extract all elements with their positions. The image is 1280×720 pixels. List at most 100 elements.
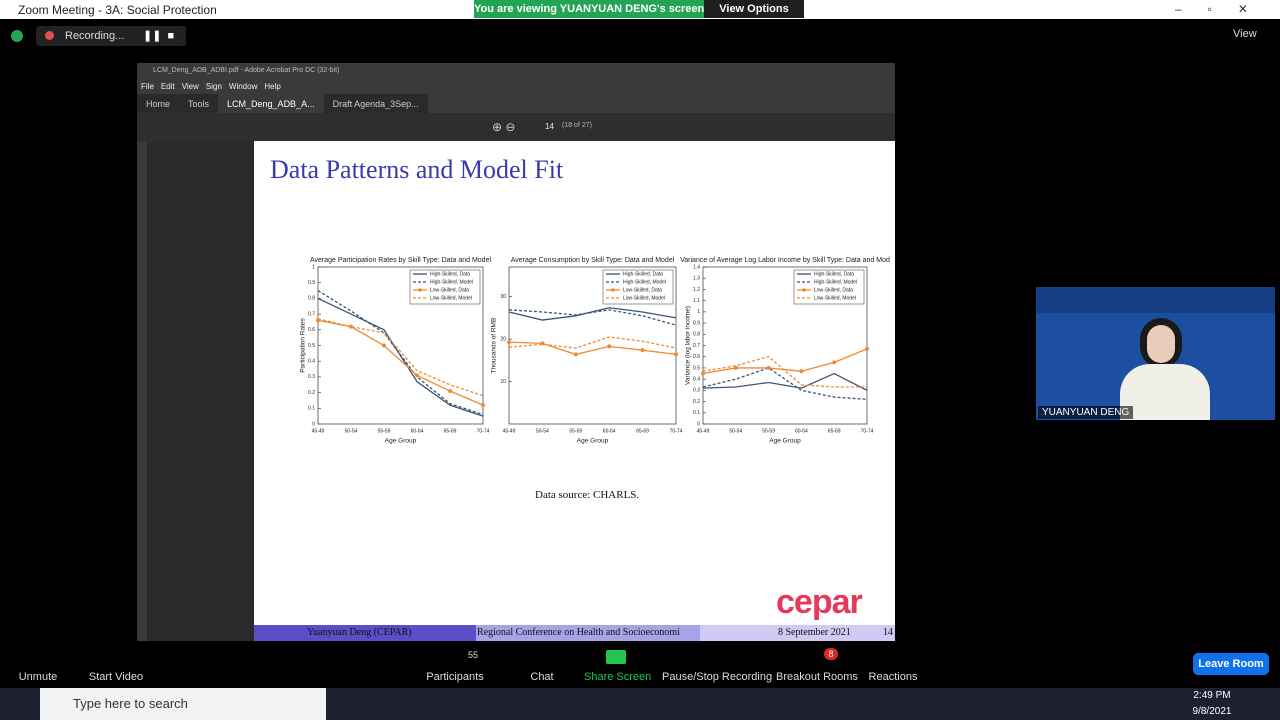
reactions[interactable]: Reactions — [868, 671, 918, 683]
start-video[interactable]: Start Video — [88, 671, 144, 683]
video-banner — [1036, 287, 1275, 313]
view-options[interactable]: View Options — [704, 0, 804, 18]
clock-time: 2:49 PM — [1193, 690, 1231, 701]
y-tick-label: 30 — [500, 294, 506, 300]
y-tick-label: 20 — [500, 336, 506, 342]
search-box[interactable] — [40, 688, 326, 720]
legend-label: High-Skilled, Data — [814, 271, 854, 277]
x-tick-label: 65-69 — [636, 428, 649, 434]
tab[interactable]: Draft Agenda_3Sep... — [323, 94, 428, 113]
menu-item[interactable]: Window — [228, 82, 258, 91]
y-tick-label: 0.5 — [693, 365, 700, 371]
x-tick-label: 60-64 — [411, 428, 424, 434]
y-tick-label: 0.9 — [693, 320, 700, 326]
tab[interactable]: LCM_Deng_ADB_A... — [218, 94, 324, 113]
share-screen[interactable]: Share Screen — [584, 671, 652, 683]
x-tick-label: 45-49 — [697, 428, 710, 434]
series-marker — [865, 346, 869, 351]
y-tick-label: 0.2 — [308, 390, 315, 396]
footer-author: Yuanyuan Deng (CEPAR) — [307, 627, 412, 638]
series-line — [508, 309, 677, 326]
series-marker — [415, 373, 419, 378]
series-marker — [507, 340, 511, 345]
chat[interactable]: Chat — [530, 671, 554, 683]
participant-count: 55 — [468, 650, 479, 660]
menu-item[interactable]: File — [141, 82, 154, 91]
x-tick-label: 50-54 — [729, 428, 742, 434]
tab[interactable]: Home — [137, 94, 180, 113]
page-number[interactable]: 14 — [545, 122, 554, 131]
series-marker — [832, 360, 837, 365]
pause-stop[interactable]: ❚❚ ■ — [143, 30, 175, 42]
legend-label: High-Skilled, Data — [623, 271, 663, 277]
participant-name: YUANYUAN DENG — [1038, 406, 1134, 419]
menu-bar: File Edit View Sign Window Help — [141, 82, 281, 91]
y-tick-label: 0.7 — [308, 311, 315, 317]
menu-item[interactable]: Sign — [205, 82, 222, 91]
view-button[interactable]: View — [1233, 28, 1257, 40]
legend-label: High-Skilled, Model — [430, 279, 473, 285]
window-title: Zoom Meeting - 3A: Social Protection — [18, 3, 217, 17]
x-tick-label: 55-59 — [378, 428, 391, 434]
legend-label: Low-Skilled, Model — [814, 295, 856, 301]
y-axis-label: Thousands of RMB — [491, 318, 498, 374]
x-tick-label: 70-74 — [670, 428, 683, 434]
legend-label: Low-Skilled, Model — [430, 295, 472, 301]
recording-control[interactable]: Pause/Stop Recording — [662, 671, 773, 683]
menu-item[interactable]: View — [181, 82, 199, 91]
legend-box — [409, 269, 481, 305]
y-tick-label: 0 — [312, 421, 315, 427]
series-marker — [481, 403, 485, 408]
participants[interactable]: Participants — [426, 671, 484, 683]
y-tick-label: 1.2 — [693, 287, 700, 293]
y-tick-label: 0.9 — [308, 280, 315, 286]
series-line — [317, 319, 484, 406]
y-tick-label: 0.1 — [693, 410, 700, 416]
unmute[interactable]: Unmute — [18, 671, 58, 683]
window-controls[interactable]: –▫✕ — [1175, 2, 1274, 16]
series-line — [508, 307, 677, 321]
x-tick-label: 70-74 — [477, 428, 490, 434]
series-marker — [640, 348, 645, 353]
acrobat-toolbar — [137, 113, 895, 141]
person-body — [1120, 364, 1210, 420]
slide-title: Data Patterns and Model Fit — [270, 155, 564, 184]
y-tick-label: 1.1 — [693, 298, 700, 304]
y-tick-label: 0.8 — [693, 332, 700, 338]
series-line — [702, 348, 868, 375]
footer-left — [254, 625, 476, 641]
chart-title: Average Participation Rates by Skill Typ… — [310, 257, 492, 264]
y-tick-label: 1.3 — [693, 276, 700, 282]
person-face — [1147, 325, 1175, 363]
tab-bar: Home Tools LCM_Deng_ADB_A... Draft Agenda_3… — [137, 94, 895, 113]
legend-label: High-Skilled, Data — [430, 271, 470, 277]
menu-item[interactable]: Edit — [160, 82, 175, 91]
search-placeholder: Type here to search — [73, 696, 188, 711]
x-tick-label: 65-69 — [828, 428, 841, 434]
menu-item[interactable]: Help — [264, 82, 281, 91]
y-tick-label: 0.6 — [693, 354, 700, 360]
leave-room[interactable]: Leave Room — [1193, 653, 1269, 675]
breakout-rooms[interactable]: Breakout Rooms — [776, 671, 858, 683]
series-marker — [349, 324, 353, 329]
legend-marker — [802, 288, 806, 292]
legend-label: Low-Skilled, Data — [430, 287, 469, 293]
x-tick-label: 70-74 — [861, 428, 874, 434]
nav-arrows[interactable]: ⊕ ⊖ — [492, 120, 516, 134]
y-tick-label: 0.6 — [308, 327, 315, 333]
series-line — [508, 336, 677, 349]
x-tick-label: 65-69 — [444, 428, 457, 434]
y-tick-label: 0.7 — [693, 343, 700, 349]
y-tick-label: 0.1 — [308, 406, 315, 412]
tab[interactable]: Tools — [179, 94, 219, 113]
legend-box — [793, 269, 865, 305]
series-marker — [674, 352, 678, 357]
series-marker — [607, 344, 612, 349]
series-line — [702, 367, 868, 400]
x-tick-label: 45-49 — [503, 428, 516, 434]
x-tick-label: 50-54 — [536, 428, 549, 434]
legend-box — [602, 269, 674, 305]
legend-marker — [418, 288, 422, 292]
